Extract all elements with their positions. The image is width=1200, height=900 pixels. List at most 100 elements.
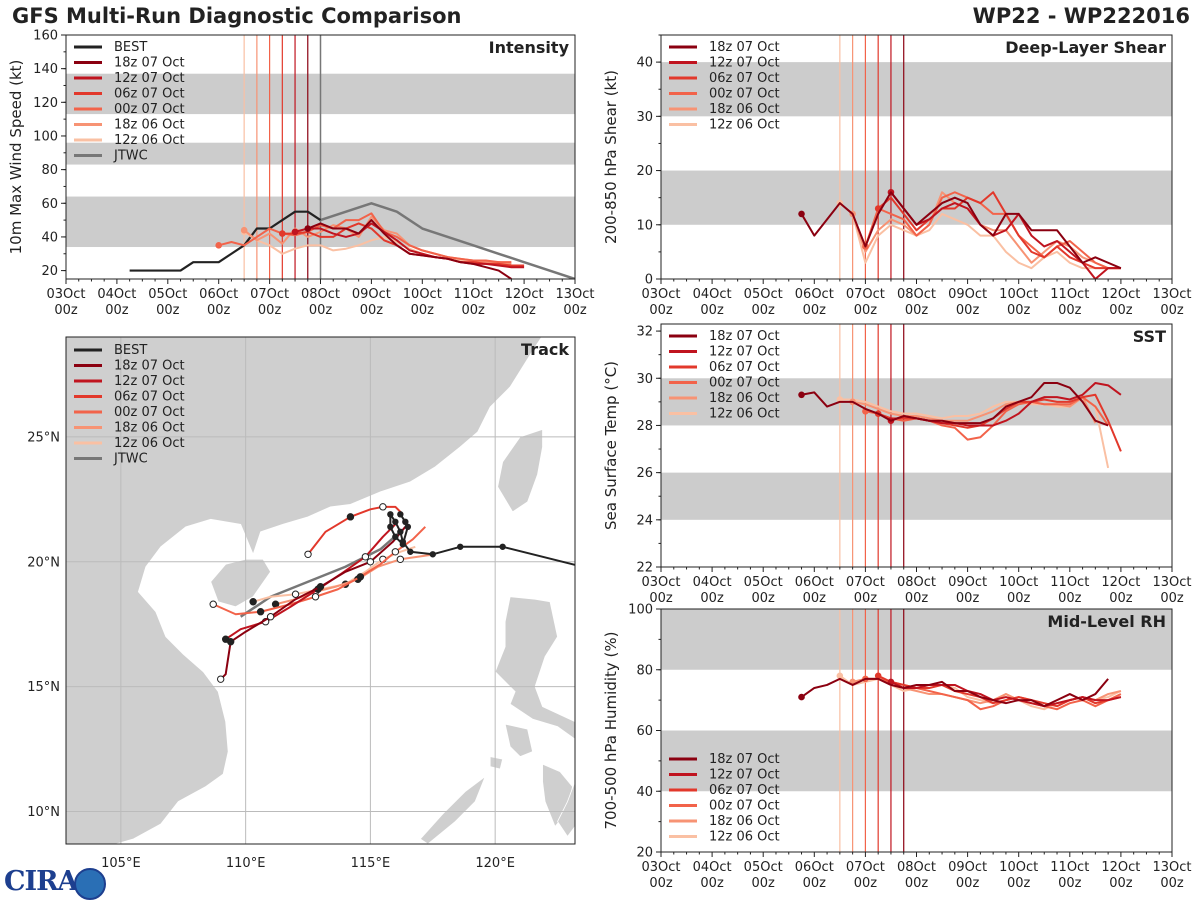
series-line-00z-07-oct — [865, 396, 1109, 441]
best-track-marker — [392, 533, 399, 541]
series-line-12z-06-oct — [839, 396, 1110, 469]
x-tick-label-hour: 00z — [905, 591, 929, 606]
legend-label: 18z 06 Oct — [114, 421, 185, 436]
x-tick-label-date: 11Oct — [454, 287, 493, 302]
y-tick-label: 10 — [636, 218, 653, 233]
x-tick-label-hour: 00z — [105, 303, 129, 318]
legend-label: 12z 06 Oct — [709, 118, 780, 133]
y-axis-label: 10m Max Wind Speed (kt) — [7, 60, 25, 255]
panel-title: Mid-Level RH — [1047, 612, 1166, 631]
figure-title: GFS Multi-Run Diagnostic Comparison — [12, 4, 462, 28]
x-tick-label-hour: 00z — [752, 876, 776, 891]
y-tick-label: 20 — [41, 264, 58, 279]
panel-title: Intensity — [489, 38, 570, 57]
panel-title: Track — [521, 340, 569, 359]
panel-track: 105°E 110°E 115°E 120°E 10°N 15°N 20°N 25°N Trac… — [27, 336, 576, 871]
plot-lines — [129, 202, 575, 279]
best-track-marker — [397, 511, 404, 518]
legend-label: 18z 07 Oct — [114, 56, 185, 71]
land-mainland — [66, 337, 543, 844]
legend-label: 18z 07 Oct — [709, 40, 780, 55]
series-line-18z-07-oct — [307, 219, 512, 279]
x-tick-label-date: 12Oct — [1101, 287, 1140, 302]
y-tick-label: 40 — [636, 56, 653, 71]
x-tick-label-date: 13Oct — [555, 287, 594, 302]
x-tick-label-date: 08Oct — [897, 575, 936, 590]
y-tick-label: 30 — [636, 110, 653, 125]
x-tick-label-date: 13Oct — [1152, 575, 1191, 590]
legend-label: 18z 06 Oct — [709, 814, 780, 829]
lon-tick-label: 120°E — [475, 856, 515, 871]
panel-title: SST — [1133, 327, 1166, 346]
legend-label: 12z 07 Oct — [709, 768, 780, 783]
legend-label: 18z 07 Oct — [114, 359, 185, 374]
x-tick-label-date: 12Oct — [1101, 575, 1140, 590]
legend-label: 12z 07 Oct — [114, 71, 185, 86]
x-tick-label-hour: 00z — [512, 303, 536, 318]
x-tick-label-hour: 00z — [54, 303, 78, 318]
series-start-marker — [291, 228, 299, 236]
legend-label: 18z 07 Oct — [709, 752, 780, 767]
best-track-marker — [407, 548, 414, 555]
x-tick-label-date: 11Oct — [1050, 287, 1089, 302]
land-luzon — [494, 596, 575, 740]
lat-tick-label: 25°N — [27, 430, 60, 445]
legend-label: 12z 06 Oct — [709, 830, 780, 845]
legend-label: JTWC — [113, 149, 148, 164]
panel-rh: 2040608010003Oct00z04Oct00z05Oct00z06Oct… — [602, 603, 1192, 892]
x-tick-label-hour: 00z — [1007, 876, 1031, 891]
x-tick-label-hour: 00z — [752, 591, 776, 606]
track-position-marker — [249, 598, 257, 606]
x-tick-label-hour: 00z — [1058, 591, 1082, 606]
x-tick-label-hour: 00z — [462, 303, 486, 318]
forecast-track-00z-07-oct — [212, 526, 427, 616]
x-tick-label-hour: 00z — [649, 303, 673, 318]
x-tick-label-date: 06Oct — [199, 287, 238, 302]
x-tick-label-date: 11Oct — [1050, 575, 1089, 590]
x-tick-label-hour: 00z — [905, 303, 929, 318]
x-tick-label-hour: 00z — [411, 303, 435, 318]
series-start-marker — [798, 210, 805, 218]
y-tick-label: 120 — [33, 96, 58, 111]
x-tick-label-date: 04Oct — [693, 860, 732, 875]
track-position-marker — [379, 503, 387, 511]
x-tick-label-date: 09Oct — [352, 287, 391, 302]
series-line-12z-07-oct — [294, 222, 525, 269]
x-tick-label-date: 06Oct — [795, 860, 834, 875]
land-palawan — [419, 775, 487, 844]
jtwc-line — [320, 202, 575, 279]
x-tick-label-hour: 00z — [1007, 303, 1031, 318]
y-tick-label: 40 — [41, 230, 58, 245]
cira-logo: CIRA — [4, 866, 79, 897]
series-line-18z-07-oct — [800, 677, 1109, 708]
x-tick-label-date: 09Oct — [948, 860, 987, 875]
x-tick-label-date: 09Oct — [948, 575, 987, 590]
plot-lines — [798, 381, 1122, 469]
x-tick-label-hour: 00z — [1109, 303, 1133, 318]
x-tick-label-date: 12Oct — [1101, 860, 1140, 875]
land-calamian — [489, 756, 504, 770]
panel-sst: 22242628303203Oct00z04Oct00z05Oct00z06Oc… — [602, 323, 1192, 606]
land-taiwan — [497, 428, 543, 513]
track-position-marker — [226, 637, 235, 646]
storm-id: WP22 - WP222016 — [972, 4, 1190, 28]
x-tick-label-date: 07Oct — [846, 575, 885, 590]
x-tick-label-date: 09Oct — [948, 287, 987, 302]
track-position-marker — [311, 593, 320, 601]
x-tick-label-hour: 00z — [1160, 591, 1184, 606]
y-tick-label: 0 — [645, 273, 653, 288]
x-tick-label-date: 05Oct — [744, 287, 783, 302]
legend-label: 00z 07 Oct — [114, 405, 185, 420]
x-tick-label-date: 08Oct — [897, 287, 936, 302]
y-tick-label: 26 — [636, 466, 653, 481]
x-tick-label-hour: 00z — [360, 303, 384, 318]
track-position-marker — [356, 573, 365, 581]
x-tick-label-date: 11Oct — [1050, 860, 1089, 875]
series-line-00z-07-oct — [864, 191, 1121, 270]
shaded-band — [661, 62, 1172, 117]
x-tick-label-date: 04Oct — [97, 287, 136, 302]
legend-label: 00z 07 Oct — [709, 87, 780, 102]
y-tick-label: 60 — [41, 197, 58, 212]
